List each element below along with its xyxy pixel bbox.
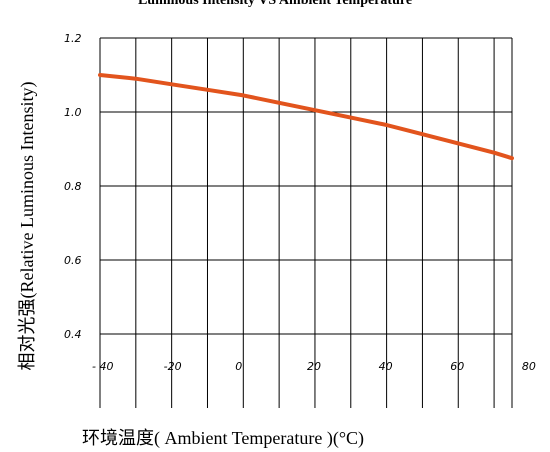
chart-title: Luminous Intensity VS Ambient Temperatur… (137, 0, 413, 8)
series-group (98, 73, 514, 161)
grid (99, 37, 513, 408)
x-tick-label: 0 (235, 360, 242, 373)
x-tick-label: - 40 (92, 360, 113, 373)
y-tick-label: 0.8 (64, 180, 82, 193)
y-axis-label: 相对光强(Relative Luminous Intensity) (17, 81, 37, 371)
y-tick-label: 0.6 (64, 254, 82, 267)
x-tick-label: 40 (379, 360, 393, 373)
y-tick-label: 1.2 (64, 32, 82, 45)
series-line (98, 73, 514, 161)
x-tick-label: 60 (450, 360, 464, 373)
x-tick-label: -20 (164, 360, 182, 373)
tick-labels: 0.4 0.6 0.8 1.0 1.2 - 40 -20 0 20 40 60 80 (64, 32, 536, 373)
y-tick-label: 1.0 (64, 106, 82, 119)
x-axis-label: 环境温度( Ambient Temperature )(°C) (82, 428, 365, 448)
x-tick-label: 80 (522, 360, 536, 373)
y-tick-label: 0.4 (64, 328, 82, 341)
x-tick-label: 20 (307, 360, 321, 373)
